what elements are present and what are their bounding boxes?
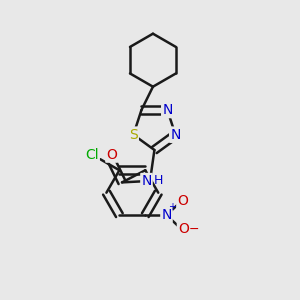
Text: O: O — [177, 194, 188, 208]
Text: S: S — [129, 128, 138, 142]
Text: Cl: Cl — [85, 148, 99, 162]
Text: N: N — [170, 128, 181, 142]
Text: N: N — [161, 208, 172, 222]
Text: N: N — [141, 174, 152, 188]
Text: −: − — [189, 223, 199, 236]
Text: S: S — [129, 128, 138, 142]
Text: N: N — [162, 103, 172, 117]
Text: O: O — [106, 148, 117, 162]
Text: H: H — [153, 174, 163, 188]
Text: +: + — [168, 202, 176, 212]
Text: O: O — [178, 222, 189, 236]
Text: N: N — [162, 103, 172, 117]
Text: N: N — [170, 128, 181, 142]
